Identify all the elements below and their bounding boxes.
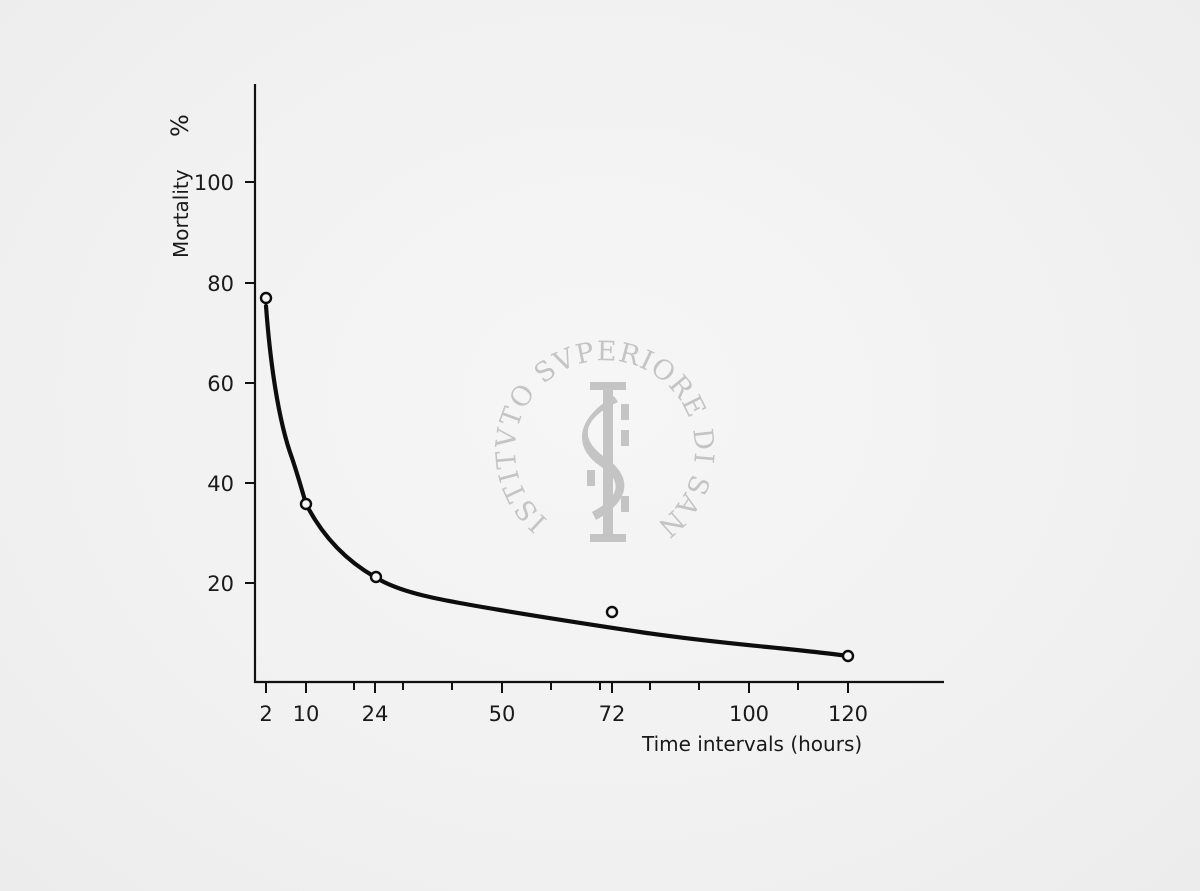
x-tick-labels: 2 10 24 50 72 100 120 (259, 702, 868, 726)
data-point-72h (605, 605, 619, 619)
x-tick-label: 100 (729, 702, 769, 726)
x-tick-label: 120 (828, 702, 868, 726)
y-axis-title-group: Mortality (169, 169, 193, 258)
data-point-120h (841, 649, 855, 663)
staff-serpent-icon (581, 382, 629, 542)
y-tick-label: 80 (207, 272, 234, 296)
y-axis-unit-group: % (166, 114, 194, 137)
y-tick-label: 40 (207, 472, 234, 496)
x-tick-label: 24 (362, 702, 389, 726)
mortality-curve (263, 303, 851, 659)
y-tick-label: 60 (207, 372, 234, 396)
y-ticks (245, 181, 255, 584)
x-tick-label: 72 (599, 702, 626, 726)
x-tick-label: 10 (293, 702, 320, 726)
y-tick-labels: 100 80 60 40 20 (194, 171, 234, 596)
data-point-24h (369, 570, 383, 584)
y-tick-label: 100 (194, 171, 234, 195)
data-markers (259, 291, 855, 663)
data-point-2h (259, 291, 273, 305)
x-ticks (265, 682, 849, 693)
watermark: ISTITVTO SVPERIORE DI SANITA (0, 0, 719, 543)
y-tick-label: 20 (207, 572, 234, 596)
data-point-10h (299, 497, 313, 511)
x-tick-label: 2 (259, 702, 272, 726)
x-tick-label: 50 (489, 702, 516, 726)
y-axis-title: Mortality (169, 169, 193, 258)
y-axis-unit: % (166, 114, 194, 137)
x-axis-title: Time intervals (hours) (641, 732, 862, 756)
